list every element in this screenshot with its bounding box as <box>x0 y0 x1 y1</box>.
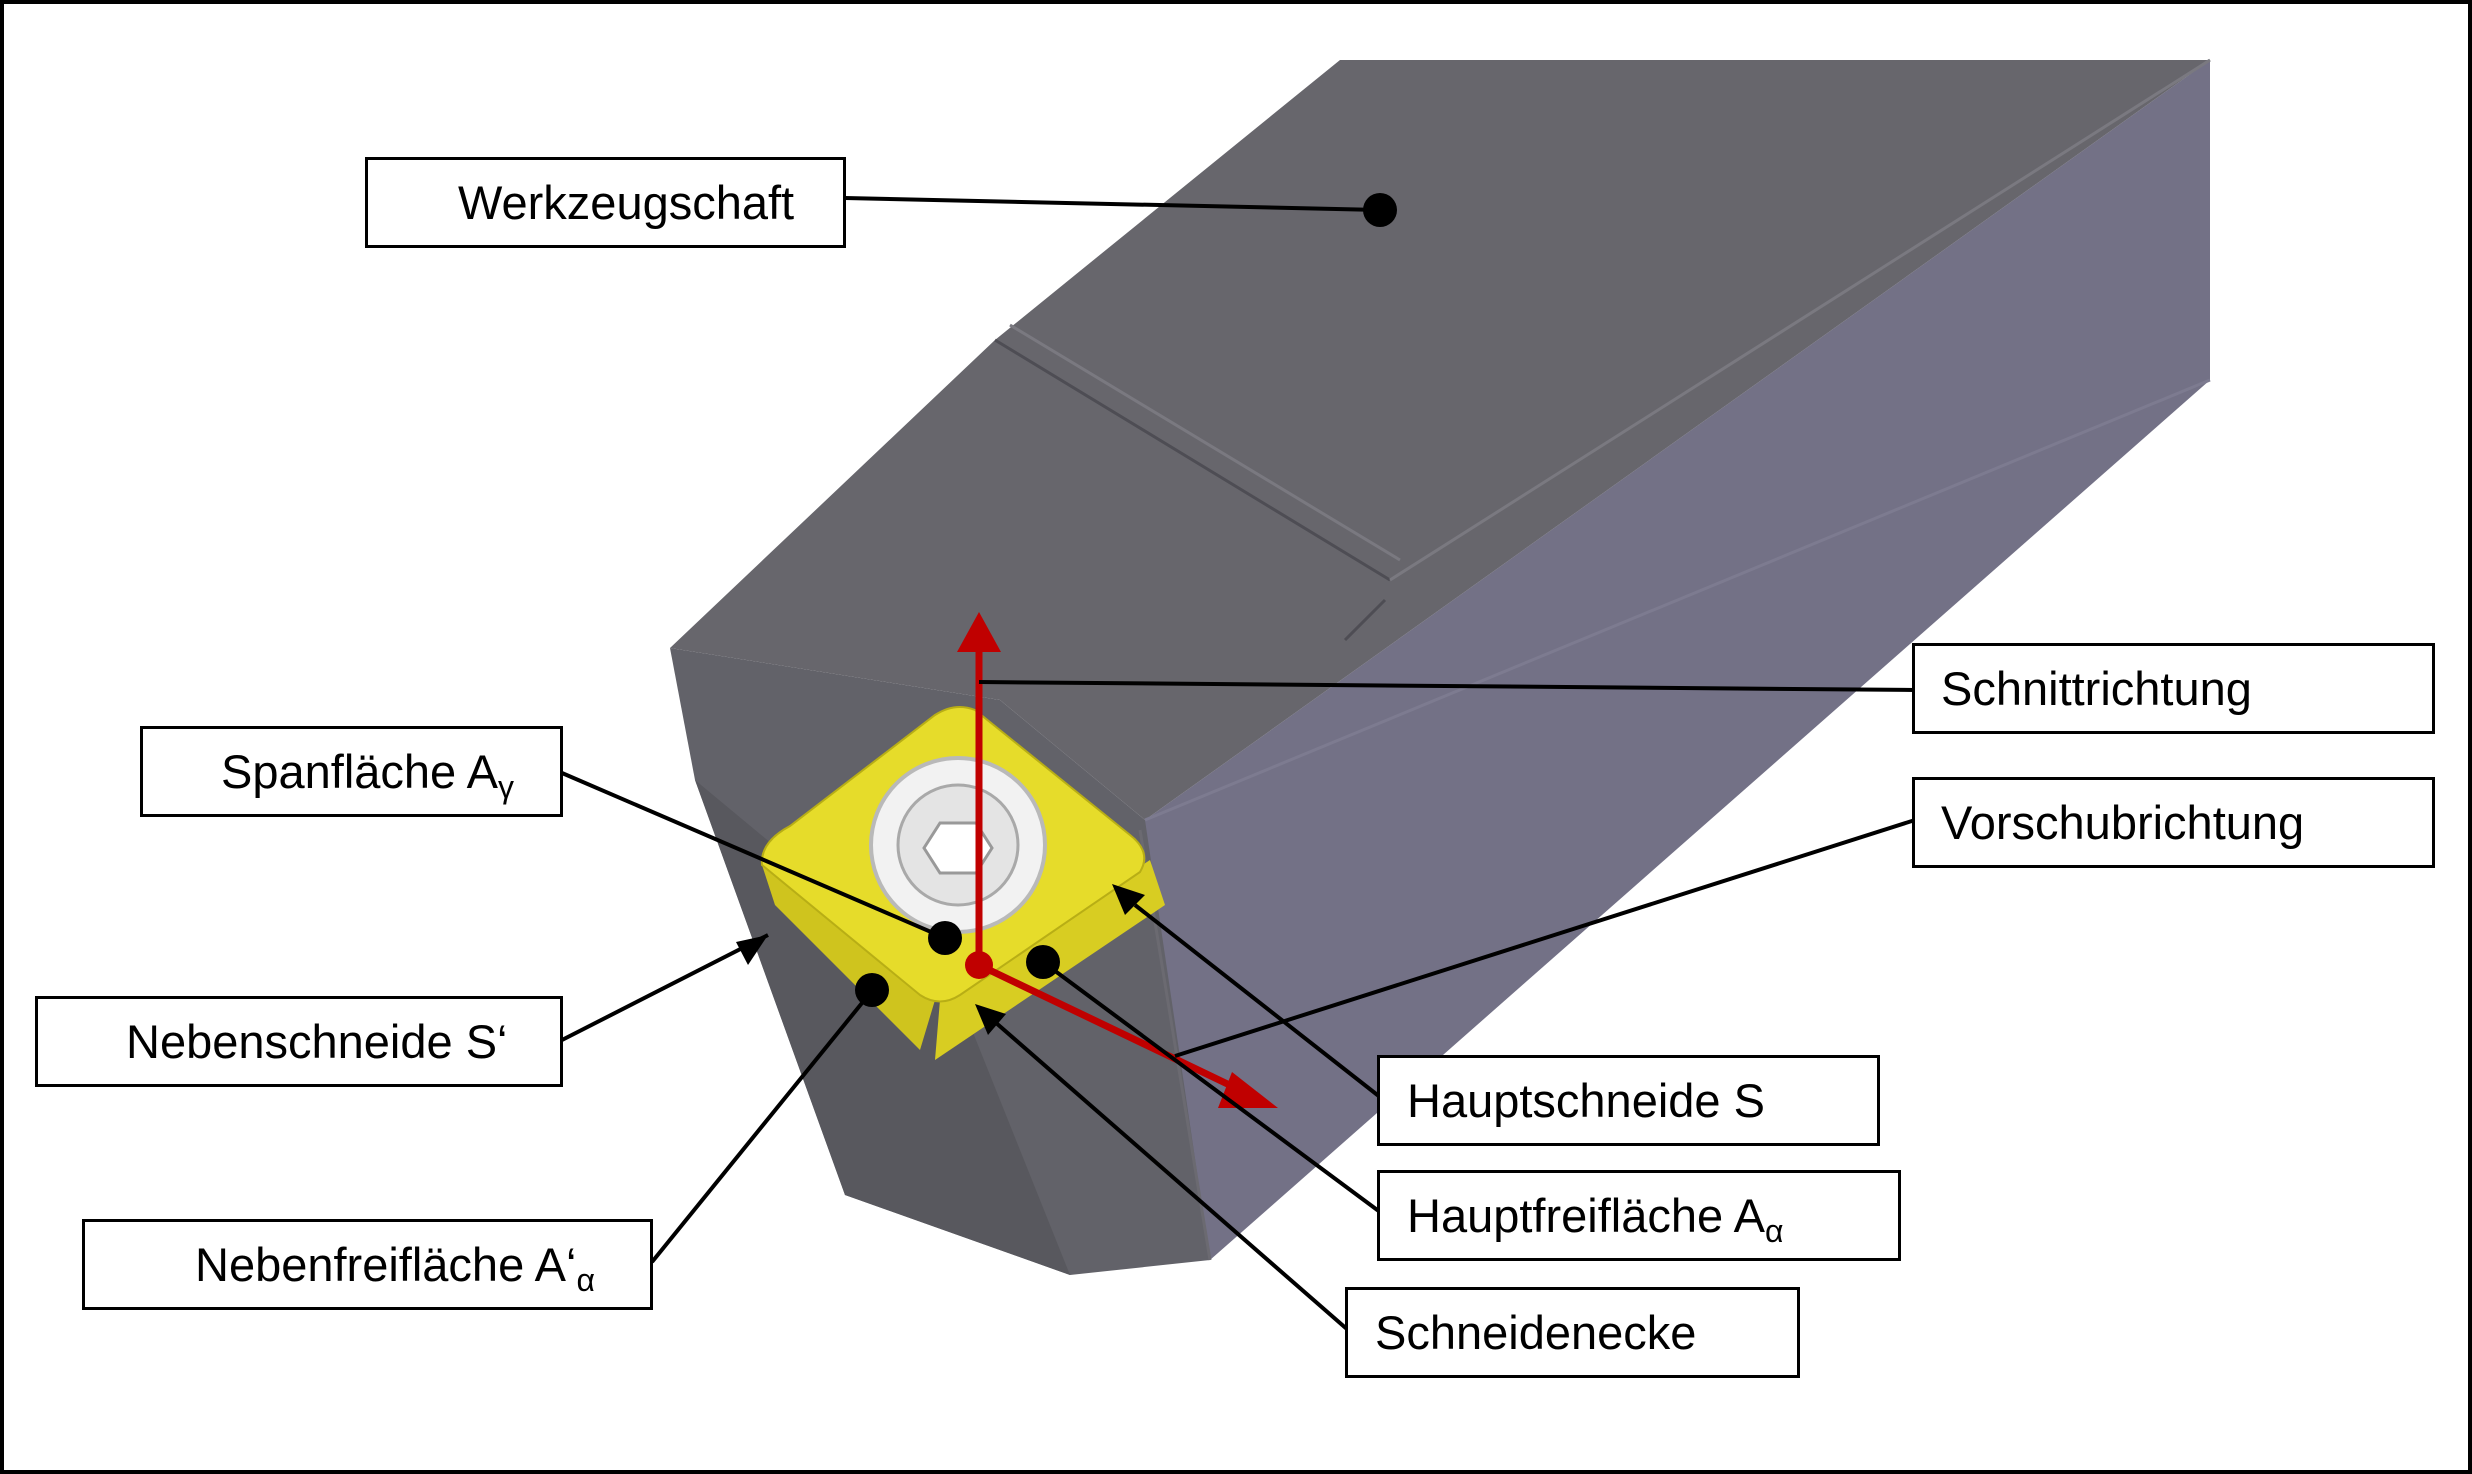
feed-direction-arrowhead <box>1218 1072 1278 1108</box>
label-nebenfreiflaeche-text: Nebenfreifläche A‘ <box>195 1238 577 1291</box>
shank-groove-3 <box>1389 58 2211 582</box>
leader-arrowheads <box>736 884 1145 1035</box>
label-schneidenecke: Schneidenecke <box>1345 1287 1800 1378</box>
cutting-direction-arrowhead <box>957 612 1001 652</box>
leader-nebenfreiflaeche <box>650 1001 864 1264</box>
hauptschneide-arrowhead <box>1112 884 1145 915</box>
nebenschneide-arrowhead <box>736 935 768 965</box>
label-nebenfreiflaeche: Nebenfreifläche A‘ α <box>82 1219 653 1310</box>
label-nebenschneide: Nebenschneide S‘ <box>35 996 563 1087</box>
feed-direction-arrow <box>977 961 1242 1094</box>
shank-groove-1 <box>994 338 1391 582</box>
leader-werkzeugschaft <box>844 196 1381 212</box>
label-nebenschneide-text: Nebenschneide S‘ <box>126 1015 508 1068</box>
leader-hauptschneide <box>1133 903 1382 1099</box>
leader-schneidenecke <box>993 1020 1350 1332</box>
origin-dot <box>965 951 993 979</box>
shank-ridge <box>1144 378 2211 822</box>
werkzeugschaft-dot <box>1363 193 1397 227</box>
insert-flank-left <box>762 865 935 1050</box>
label-vorschubrichtung-text: Vorschubrichtung <box>1941 796 2305 849</box>
shank-top-face <box>670 60 2210 820</box>
leader-dots <box>855 193 1397 1007</box>
spanflaeche-dot <box>928 921 962 955</box>
hauptfreiflaeche-dot <box>1026 945 1060 979</box>
leader-nebenschneide <box>561 933 769 1042</box>
label-schnittrichtung: Schnittrichtung <box>1912 643 2435 734</box>
label-hauptschneide: Hauptschneide S <box>1377 1055 1880 1146</box>
schneidenecke-arrowhead <box>975 1004 1006 1035</box>
label-hauptschneide-text: Hauptschneide S <box>1407 1074 1765 1127</box>
shank-groove-4 <box>1343 598 1387 642</box>
label-vorschubrichtung: Vorschubrichtung <box>1912 777 2435 868</box>
label-spanflaeche-text: Spanfläche A <box>221 745 498 798</box>
leader-lines <box>561 196 1916 1332</box>
label-schnittrichtung-text: Schnittrichtung <box>1941 662 2252 715</box>
label-hauptfreiflaeche-text: Hauptfreifläche A <box>1407 1189 1765 1242</box>
leader-spanflaeche <box>561 771 946 940</box>
shank-groove-2 <box>1009 323 1401 562</box>
leader-schnittrichtung <box>978 680 1916 692</box>
label-nebenfreiflaeche-sub: α <box>576 1262 595 1298</box>
label-werkzeugschaft: Werkzeugschaft <box>365 157 846 248</box>
label-spanflaeche-sub: γ <box>498 769 514 805</box>
label-schneidenecke-text: Schneidenecke <box>1375 1306 1697 1359</box>
label-hauptfreiflaeche-sub: α <box>1764 1213 1784 1249</box>
nebenfreiflaeche-dot <box>855 973 889 1007</box>
label-werkzeugschaft-text: Werkzeugschaft <box>458 176 795 229</box>
leader-vorschubrichtung <box>1174 818 1916 1058</box>
leader-hauptfreiflaeche <box>1041 960 1382 1214</box>
direction-arrows <box>957 612 1278 1108</box>
shank-side-face <box>1120 60 2210 1260</box>
